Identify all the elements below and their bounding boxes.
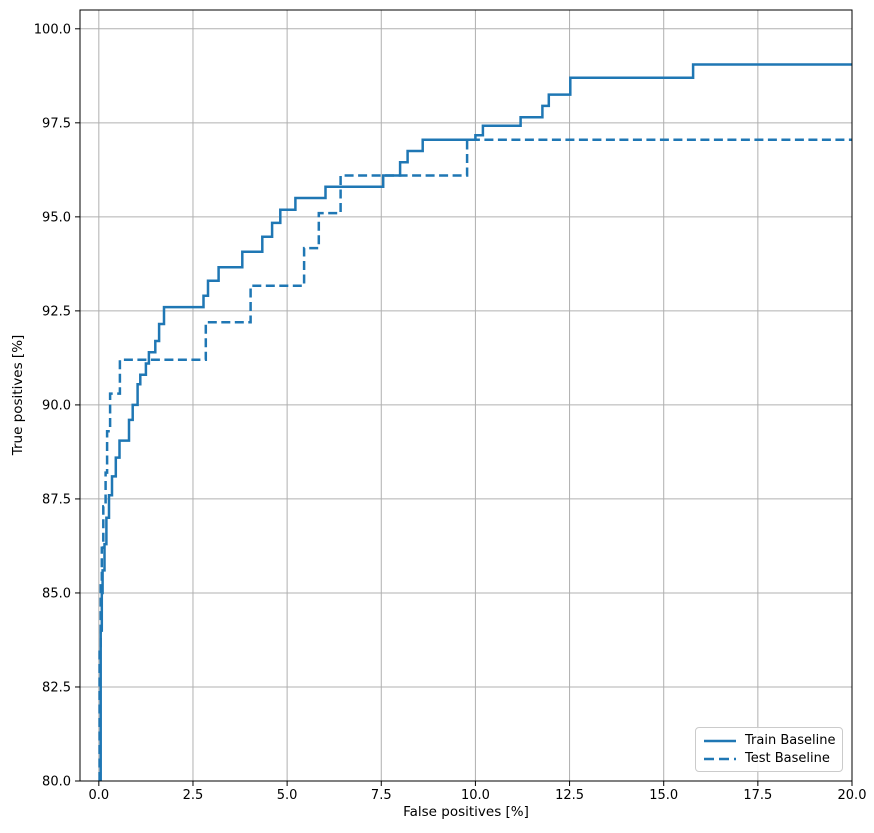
x-tick-label: 5.0 (277, 788, 298, 803)
train-baseline-line-icon (704, 739, 736, 743)
x-tick-label: 0.0 (88, 788, 109, 803)
x-axis-label: False positives [%] (403, 804, 529, 820)
y-tick-label: 90.0 (42, 398, 71, 413)
x-tick-label: 17.5 (743, 788, 772, 803)
y-tick-label: 95.0 (42, 210, 71, 225)
legend-item-train-baseline: Train Baseline (703, 732, 836, 750)
curve-test-baseline (98, 138, 852, 781)
legend: Train Baseline Test Baseline (695, 727, 843, 772)
y-tick-label: 82.5 (42, 680, 71, 695)
x-tick-label: 2.5 (183, 788, 204, 803)
y-tick-label: 85.0 (42, 586, 71, 601)
x-tick-label: 15.0 (649, 788, 678, 803)
legend-label-train: Train Baseline (745, 733, 836, 748)
legend-label-test: Test Baseline (745, 751, 830, 766)
y-tick-label: 87.5 (42, 492, 71, 507)
test-baseline-dashed-line-icon (704, 757, 736, 761)
legend-item-test-baseline: Test Baseline (703, 750, 834, 768)
x-tick-label: 7.5 (371, 788, 392, 803)
y-tick-label: 92.5 (42, 304, 71, 319)
x-tick-label: 20.0 (838, 788, 867, 803)
axes-spines (79, 9, 853, 782)
curve-train-baseline (99, 63, 852, 781)
x-tick-label: 12.5 (555, 788, 584, 803)
y-tick-label: 100.0 (34, 22, 71, 37)
y-axis-label: True positives [%] (10, 334, 26, 456)
y-tick-label: 97.5 (42, 116, 71, 131)
x-tick-label: 10.0 (461, 788, 490, 803)
y-tick-label: 80.0 (42, 775, 71, 790)
